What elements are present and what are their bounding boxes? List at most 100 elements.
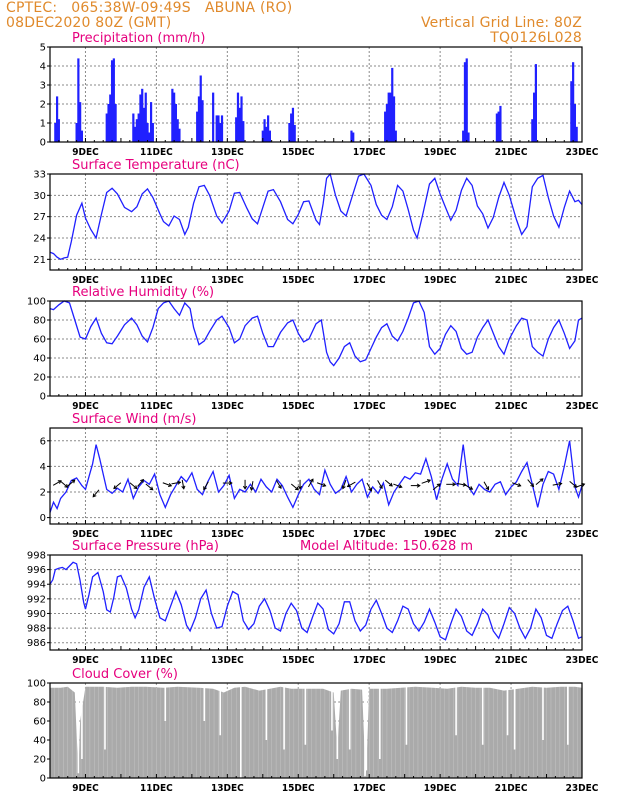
precip-bar <box>176 119 179 142</box>
wind-arrow-shaft <box>366 482 372 492</box>
wind-arrow-head <box>517 483 522 487</box>
precip-bar <box>350 130 353 142</box>
cloud-cover-gap <box>219 683 222 736</box>
wind-arrow-head <box>469 486 474 490</box>
wind-arrow-shaft <box>421 479 431 484</box>
precip-bar <box>178 128 181 142</box>
wind-arrow-shaft <box>432 483 441 491</box>
pressure-x-tick-label: 15DEC <box>282 655 315 666</box>
precip-bar <box>531 119 534 142</box>
humidity-y-tick-label: 40 <box>33 354 46 365</box>
wind-x-tick-label: 17DEC <box>353 529 386 540</box>
precipitation-y-tick-label: 5 <box>40 43 46 54</box>
cloud-cover-y-tick-label: 20 <box>33 755 46 766</box>
wind-arrow-shaft <box>377 480 383 489</box>
cloud-cover-gap <box>379 683 381 759</box>
cloud-cover-y-tick-label: 100 <box>27 679 46 690</box>
wind-arrow-head <box>416 483 421 488</box>
wind-arrow <box>203 481 209 491</box>
humidity-x-tick-label: 19DEC <box>424 401 457 412</box>
wind-arrow <box>181 479 186 490</box>
wind-arrow <box>446 482 457 487</box>
pressure-y-tick-label: 988 <box>27 624 46 635</box>
cloud-cover-gap <box>203 683 206 721</box>
cloud-cover-gap <box>164 683 167 721</box>
pressure-x-tick-label: 9DEC <box>72 655 99 666</box>
pressure-y-tick-label: 998 <box>27 551 46 562</box>
wind-arrow <box>575 482 586 488</box>
wind-arrow-head <box>309 478 314 483</box>
wind-arrow-shaft <box>456 483 466 486</box>
cloud-cover-y-tick-label: 60 <box>33 717 46 728</box>
precipitation-title: Precipitation (mm/h) <box>72 31 205 46</box>
wind-arrow <box>341 479 347 490</box>
humidity-frame <box>49 300 583 397</box>
pressure-x-tick-label: 17DEC <box>353 655 386 666</box>
wind-arrow-shaft <box>171 481 181 485</box>
wind-arrow-shaft <box>464 484 473 490</box>
humidity-x-tick-label: 13DEC <box>211 401 244 412</box>
precip-bar <box>463 62 467 143</box>
precip-bar <box>109 94 112 142</box>
wind-arrow-shaft <box>60 481 68 488</box>
precip-bar <box>144 92 147 142</box>
precip-bar <box>110 60 114 142</box>
precipitation-y-tick-label: 3 <box>40 81 46 92</box>
precip-bar <box>79 102 82 142</box>
precip-bar <box>387 92 390 142</box>
wind-arrow-head <box>530 483 535 488</box>
precipitation-y-tick-label: 1 <box>40 119 46 130</box>
wind-arrow-shaft <box>113 482 122 489</box>
cloud-cover-gap <box>304 683 307 745</box>
wind-y-tick-label: 4 <box>40 462 46 473</box>
precipitation-x-tick-label: 21DEC <box>495 147 528 158</box>
temperature-x-tick-label: 17DEC <box>353 275 386 286</box>
pressure-y-tick-label: 992 <box>27 594 46 605</box>
precip-bar <box>135 119 138 142</box>
precip-bar <box>462 130 465 142</box>
temperature-panel: 21 24 27 30 33 9DEC 11DEC 13DEC 15DEC 17DEC 19DEC 2… <box>33 158 598 286</box>
wind-arrow <box>249 481 254 491</box>
pressure-y-tick-label: 994 <box>27 580 46 591</box>
precip-bar <box>235 117 238 142</box>
wind-x-tick-label: 23DEC <box>566 529 599 540</box>
humidity-x-tick-label: 17DEC <box>353 401 386 412</box>
wind-arrow-head <box>133 485 138 490</box>
wind-arrow-shaft <box>347 481 356 488</box>
humidity-panel: 0 20 40 60 80 100 9DEC 11DEC 13DEC 15DEC 17DEC 19DE… <box>27 285 599 412</box>
precip-bar <box>199 75 202 142</box>
wind-arrow-shaft <box>511 482 521 487</box>
pressure-y-tick-label: 990 <box>27 609 46 620</box>
precip-bar <box>215 115 218 142</box>
precip-bar <box>201 100 204 142</box>
precip-bar <box>171 88 174 142</box>
wind-arrow <box>307 478 314 488</box>
precip-bar <box>149 102 153 142</box>
temperature-y-tick-label: 30 <box>33 191 46 202</box>
humidity-x-tick-label: 11DEC <box>140 401 173 412</box>
precip-bar <box>212 92 215 142</box>
wind-arrow <box>145 483 154 491</box>
precip-bar <box>238 107 241 142</box>
precip-bar <box>142 107 146 142</box>
precip-bar <box>293 124 296 142</box>
humidity-x-tick-label: 15DEC <box>282 401 315 412</box>
wind-arrow <box>92 489 100 498</box>
pressure-title: Surface Pressure (hPa) <box>72 539 219 554</box>
cloud-cover-panel: 0 20 40 60 80 100 9DEC 11DEC 13DEC 15DEC 17DEC 19DE… <box>27 667 599 794</box>
humidity-y-tick-label: 100 <box>27 297 46 308</box>
wind-arrow <box>569 481 578 488</box>
wind-x-tick-label: 11DEC <box>140 529 173 540</box>
wind-arrow-head <box>92 493 97 498</box>
temperature-series-line <box>49 172 583 261</box>
humidity-y-tick-label: 60 <box>33 335 46 346</box>
cloud-cover-gap <box>506 683 509 736</box>
wind-arrow-shaft <box>483 481 489 490</box>
precip-bar <box>242 121 245 142</box>
pressure-x-tick-label: 19DEC <box>424 655 457 666</box>
wind-arrow <box>129 482 138 490</box>
precipitation-y-tick-label: 4 <box>40 62 46 73</box>
wind-arrow-head <box>140 478 144 483</box>
wind-arrow <box>242 479 248 490</box>
wind-arrow-head <box>168 483 173 487</box>
